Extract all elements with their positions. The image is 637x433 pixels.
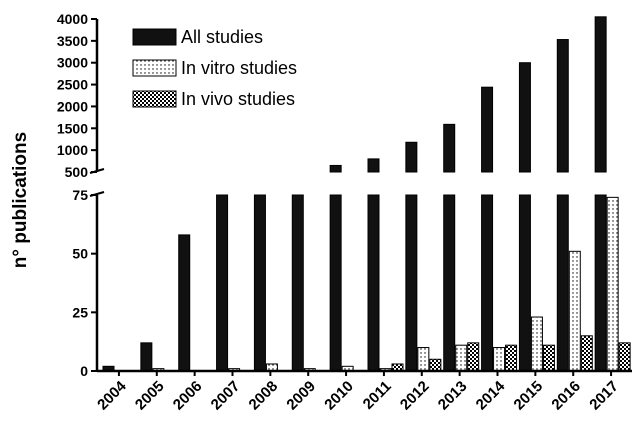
legend-swatch-all-studies — [132, 28, 177, 46]
x-tick-label-2013: 2013 — [435, 378, 471, 414]
legend-swatch-in-vivo-studies — [132, 90, 177, 108]
legend-label-all-studies: All studies — [181, 27, 263, 47]
y-tick-label-25: 25 — [72, 304, 88, 320]
y-tick-label-0: 0 — [80, 363, 88, 379]
y-tick-label-2000: 2000 — [57, 98, 88, 114]
y-tick-label-75: 75 — [72, 187, 88, 203]
x-tick-label-2010: 2010 — [321, 378, 357, 414]
x-tick-label-2007: 2007 — [208, 378, 244, 414]
bar-in-vivo-studies-2016 — [580, 335, 593, 372]
x-tick-label-2012: 2012 — [397, 378, 433, 414]
x-tick-label-2004: 2004 — [94, 377, 130, 413]
bar-in-vitro-studies-2017 — [606, 196, 619, 372]
y-tick-label-1000: 1000 — [57, 142, 88, 158]
bar-all-studies-2013-lower — [443, 194, 456, 372]
x-tick-label-2005: 2005 — [132, 378, 168, 414]
bar-in-vitro-studies-2013 — [455, 344, 468, 372]
bar-all-studies-2011-lower — [367, 194, 380, 372]
bar-all-studies-2016-lower — [556, 194, 569, 372]
y-tick-label-4000: 4000 — [57, 11, 88, 27]
legend-label-in-vivo-studies: In vivo studies — [181, 89, 295, 109]
bar-in-vivo-studies-2015 — [542, 344, 555, 372]
bar-all-studies-2009-lower — [291, 194, 304, 372]
bar-all-studies-2015-upper — [518, 62, 531, 173]
bar-all-studies-2016-upper — [556, 39, 569, 173]
x-tick-label-2017: 2017 — [586, 378, 622, 414]
bar-all-studies-2008-lower — [253, 194, 266, 372]
bar-in-vivo-studies-2013 — [467, 342, 480, 372]
bar-all-studies-2006 — [178, 234, 191, 372]
bar-all-studies-2013-upper — [443, 123, 456, 173]
bar-all-studies-2012-lower — [405, 194, 418, 372]
x-tick-label-2016: 2016 — [548, 378, 584, 414]
bar-all-studies-2011-upper — [367, 158, 380, 173]
y-tick-label-3500: 3500 — [57, 33, 88, 49]
bar-in-vitro-studies-2016 — [568, 250, 581, 372]
bar-all-studies-2017-upper — [594, 16, 607, 173]
bar-in-vitro-studies-2014 — [493, 347, 506, 372]
bar-in-vivo-studies-2014 — [505, 344, 518, 372]
legend-swatch-in-vitro-studies — [132, 59, 177, 77]
bar-in-vivo-studies-2012 — [429, 358, 442, 372]
bar-all-studies-2007-lower — [216, 194, 229, 372]
y-tick-label-2500: 2500 — [57, 77, 88, 93]
bar-all-studies-2012-upper — [405, 141, 418, 173]
x-tick-label-2014: 2014 — [473, 377, 509, 413]
bar-all-studies-2014-lower — [481, 194, 494, 372]
x-tick-label-2015: 2015 — [511, 378, 547, 414]
y-tick-label-3000: 3000 — [57, 55, 88, 71]
x-tick-label-2006: 2006 — [170, 378, 206, 414]
x-tick-label-2009: 2009 — [283, 378, 319, 414]
bar-all-studies-2010-lower — [329, 194, 342, 372]
bar-in-vitro-studies-2015 — [530, 316, 543, 372]
y-axis-label: n° publications — [10, 132, 31, 268]
bar-all-studies-2014-upper — [481, 86, 494, 173]
x-tick-label-2011: 2011 — [360, 378, 395, 413]
bar-all-studies-2015-lower — [518, 194, 531, 372]
bar-all-studies-2005 — [140, 342, 153, 372]
bar-all-studies-2017-lower — [594, 194, 607, 372]
x-tick-label-2008: 2008 — [246, 378, 282, 414]
bar-in-vitro-studies-2012 — [417, 347, 430, 372]
y-tick-label-50: 50 — [72, 246, 88, 262]
legend-label-in-vitro-studies: In vitro studies — [181, 58, 297, 78]
y-tick-label-1500: 1500 — [57, 120, 88, 136]
bar-all-studies-2010-upper — [329, 164, 342, 173]
y-tick-label-500: 500 — [65, 164, 89, 180]
bar-in-vivo-studies-2017 — [618, 342, 631, 372]
